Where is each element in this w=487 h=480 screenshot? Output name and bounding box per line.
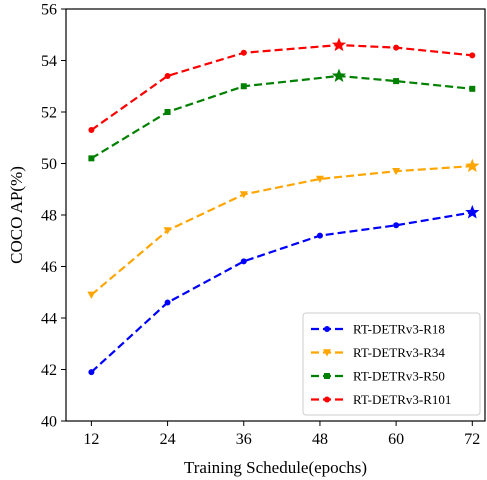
y-axis-label: COCO AP(%)	[7, 166, 26, 264]
legend-marker	[323, 349, 331, 357]
x-axis-label: Training Schedule(epochs)	[184, 458, 367, 477]
legend: RT-DETRv3-R18 RT-DETRv3-R34 RT-DETRv3-R50 R…	[302, 312, 481, 416]
data-point	[163, 227, 172, 235]
series-line	[90, 43, 473, 131]
legend-marker	[324, 326, 330, 332]
series-rt-detrv3-r18	[88, 204, 480, 376]
x-tick-label: 12	[83, 431, 99, 448]
series-rt-detrv3-r34	[87, 158, 480, 299]
y-tick-label: 56	[41, 2, 57, 19]
x-tick-label: 24	[160, 431, 176, 448]
data-point	[316, 232, 323, 239]
y-tick-label: 52	[41, 105, 57, 122]
data-point	[240, 49, 247, 56]
x-tick-label: 48	[312, 431, 328, 448]
highlight-star-marker	[465, 204, 480, 219]
data-point	[164, 72, 171, 79]
legend-box	[302, 312, 481, 416]
highlight-star-marker	[331, 37, 347, 52]
legend-label: RT-DETRv3-R34	[353, 345, 445, 360]
data-point	[239, 191, 248, 199]
data-point	[393, 78, 400, 85]
x-tick-label: 36	[236, 431, 252, 448]
data-point	[315, 175, 324, 183]
data-point	[392, 168, 401, 176]
data-point	[88, 127, 95, 134]
legend-item-rt-detrv3-r34: RT-DETRv3-R34	[311, 345, 445, 360]
data-point	[469, 85, 476, 92]
y-tick-label: 42	[41, 362, 57, 379]
legend-item-rt-detrv3-r101: RT-DETRv3-R101	[311, 392, 451, 407]
data-point	[164, 299, 171, 306]
legend-label: RT-DETRv3-R101	[353, 392, 451, 407]
legend-label: RT-DETRv3-R50	[353, 369, 445, 384]
data-point	[87, 291, 96, 299]
data-point	[393, 222, 400, 229]
y-tick-label: 54	[41, 53, 57, 70]
series-line	[90, 164, 473, 296]
series-rt-detrv3-r50	[88, 68, 476, 162]
legend-marker	[324, 373, 330, 379]
y-tick-label: 50	[41, 156, 57, 173]
data-point	[240, 83, 247, 90]
legend-item-rt-detrv3-r18: RT-DETRv3-R18	[311, 322, 445, 337]
data-point	[88, 369, 95, 376]
y-tick-label: 40	[41, 414, 57, 431]
data-point	[469, 52, 476, 59]
y-tick-label: 46	[41, 259, 57, 276]
y-tick-label: 44	[41, 311, 57, 328]
legend-label: RT-DETRv3-R18	[353, 322, 445, 337]
highlight-star-marker	[331, 68, 347, 83]
x-tick-label: 72	[464, 431, 480, 448]
data-point	[164, 109, 171, 115]
series-line	[90, 74, 473, 160]
series-line	[90, 211, 473, 373]
legend-item-rt-detrv3-r50: RT-DETRv3-R50	[311, 369, 445, 384]
y-tick-label: 48	[41, 208, 57, 225]
data-point	[88, 155, 95, 162]
legend-marker	[324, 396, 330, 403]
series-rt-detrv3-r101	[88, 37, 476, 134]
series-layer	[87, 37, 480, 376]
data-point	[393, 44, 400, 51]
axes: 12 24 36 48 60 72 40 42 44 46 48 50 52 54 56	[41, 2, 486, 448]
highlight-star-marker	[465, 158, 480, 173]
data-point	[240, 258, 247, 265]
x-tick-label: 60	[388, 431, 404, 448]
